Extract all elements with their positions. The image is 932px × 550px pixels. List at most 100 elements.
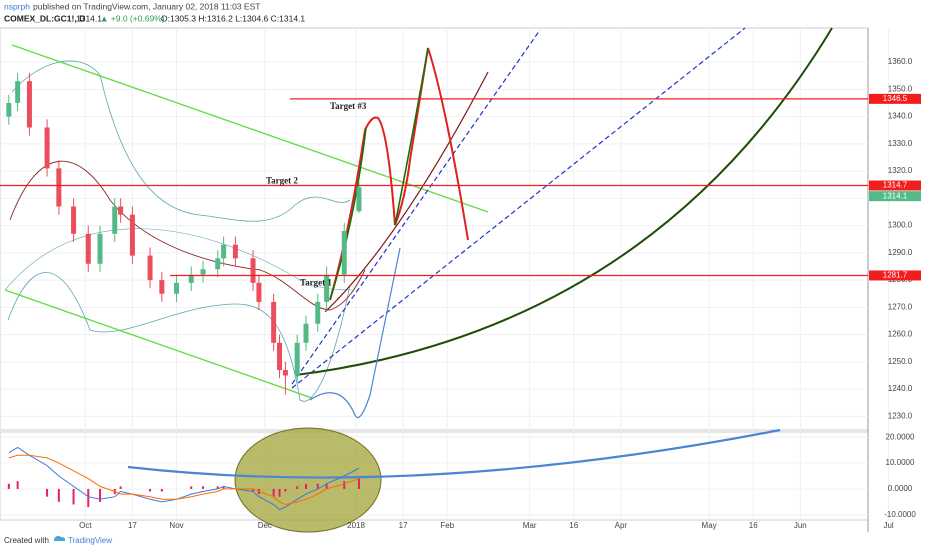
logo [54,535,66,541]
y-tick-label: 1250.0 [888,357,913,366]
price-tag-label: 1346.5 [883,94,908,103]
candle-body [44,127,50,169]
trend-dashed [291,27,746,389]
projection-curve [394,47,429,226]
ohlc: O:1305.3 H:1316.2 L:1304.6 C:1314.1 [161,13,305,23]
channel-upper [11,44,489,213]
symbol: COMEX_DL:GC1!, D [4,13,85,23]
candle-body [174,282,180,294]
y-tick-label: 1240.0 [888,384,913,393]
x-tick-label: 17 [128,521,137,530]
candle-body [221,244,227,259]
y-tick-label: 1230.0 [888,411,913,420]
footer-brand: TradingView [68,536,112,545]
candle-body [256,282,262,302]
candle-body [56,168,62,207]
projection-curve [295,27,833,376]
y-tick-label: 0.0000 [888,484,913,493]
candle-body [271,301,277,343]
x-tick-label: Oct [79,521,92,530]
x-tick-label: 16 [749,521,758,530]
y-tick-label: 10.0000 [886,458,915,467]
projection-curve [324,71,489,313]
candle-body [282,370,288,376]
candle-body [85,233,91,264]
candle-body [215,258,221,270]
candle-body [303,323,309,343]
candle-body [356,187,362,212]
y-tick-label: 1320.0 [888,166,913,175]
y-tick-label: 1340.0 [888,112,913,121]
x-tick-label: Jul [883,521,893,530]
price-tag-label: 1314.1 [883,191,908,200]
y-tick-label: 1300.0 [888,221,913,230]
candle-body [159,280,165,294]
osc-projection [127,428,781,479]
x-tick-label: 16 [569,521,578,530]
y-tick-label: 1360.0 [888,57,913,66]
author: nsprph [4,1,30,11]
y-tick-label: -10.0000 [884,510,916,519]
target-label: Target 1 [300,278,332,288]
grid-layer [0,28,890,520]
x-tick-label: Feb [440,521,454,530]
candle-body [277,342,283,371]
trend-dashed [291,29,541,385]
channel-lower [4,289,313,399]
y-tick-label: 1350.0 [888,84,913,93]
candle-body [118,206,124,215]
change: ▲ +9.0 (+0.69%) [100,13,165,23]
candle-body [147,255,153,281]
last: 1314.1 [76,13,102,23]
candle-body [6,102,12,117]
price-tag-label: 1281.7 [883,271,908,280]
y-tick-label: 1270.0 [888,302,913,311]
candle-body [324,274,330,302]
x-tick-label: 2018 [347,521,365,530]
candle-body [200,269,206,275]
y-tick-label: 20.0000 [886,432,915,441]
x-tick-label: Nov [169,521,183,530]
price-tag [869,93,921,104]
candle-body [294,342,300,376]
y-tick-label: 1260.0 [888,330,913,339]
bollinger-upper [11,60,351,222]
candle-body [250,258,256,283]
projection-curve [329,127,367,301]
signal-line [8,454,360,506]
candle-body [188,274,194,283]
x-tick-label: 17 [399,521,408,530]
candle-body [112,206,118,234]
candle-body [26,81,32,128]
x-tick-label: Dec [258,521,272,530]
x-tick-label: Apr [615,521,628,530]
y-tick-label: 1290.0 [888,248,913,257]
price-tag [869,270,921,281]
price-tag [869,191,921,202]
candle-body [315,301,321,324]
x-tick-label: Jun [794,521,807,530]
projection-curve [309,247,401,419]
x-tick-label: Mar [523,521,537,530]
candle-body [232,244,238,259]
target-label: Target 2 [266,176,298,186]
candle-body [97,233,103,264]
y-tick-label: 1330.0 [888,139,913,148]
candle-body [15,81,21,103]
highlight-circle [234,427,382,533]
candle-body [341,231,347,275]
header: nsprph published on TradingView.com, Jan… [4,1,305,23]
macd-line [8,446,360,511]
published: published on TradingView.com, January 02… [33,1,260,11]
price-tag [869,180,921,191]
target-label: Target #3 [330,101,367,111]
x-tick-label: May [702,521,717,530]
price-tag-label: 1314.7 [883,181,908,190]
bollinger-lower [7,272,351,402]
candle-body [71,206,77,234]
candle-body [129,214,135,256]
footer: Created with TradingView [4,535,112,545]
projection-curve [329,47,469,301]
